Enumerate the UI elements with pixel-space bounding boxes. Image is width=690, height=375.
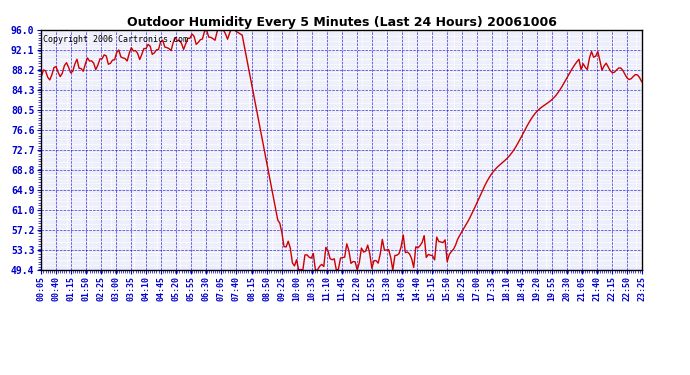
Text: Copyright 2006 Cartronics.com: Copyright 2006 Cartronics.com [43, 35, 188, 44]
Title: Outdoor Humidity Every 5 Minutes (Last 24 Hours) 20061006: Outdoor Humidity Every 5 Minutes (Last 2… [126, 16, 557, 29]
